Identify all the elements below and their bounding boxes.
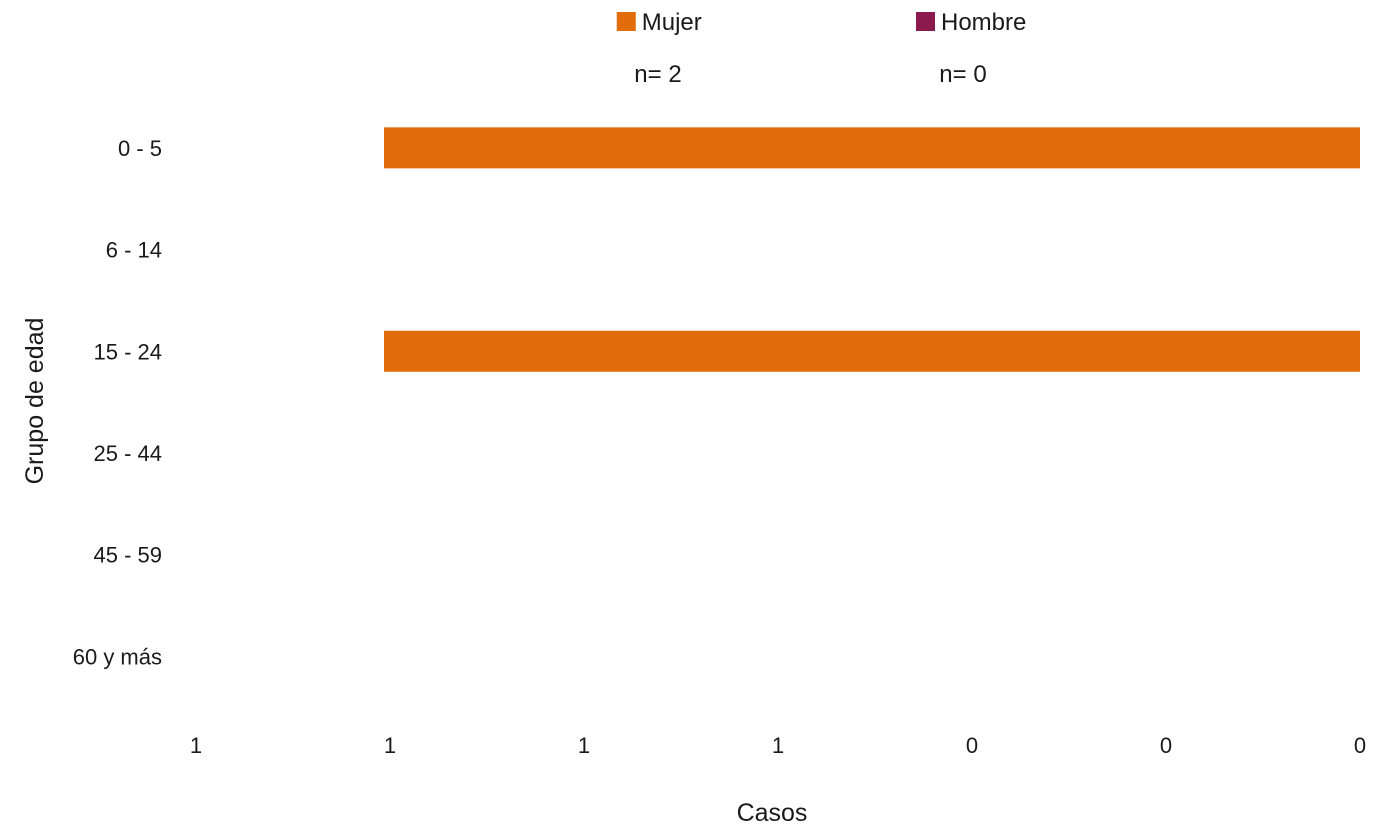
y-tick-label: 0 - 5 [118,136,162,161]
x-tick-label: 1 [384,733,396,758]
legend-swatch-mujer [616,12,636,31]
legend-count-mujer: n= 2 [634,61,681,88]
y-axis-tick-labels: 0 - 5 6 - 14 15 - 24 25 - 44 45 - 59 60 y más [73,136,163,669]
x-tick-label: 0 [1160,733,1172,758]
legend-count-hombre: n= 0 [939,61,986,88]
x-tick-label: 1 [578,733,590,758]
y-axis-label: Grupo de edad [21,318,49,485]
bar-mujer [384,330,1360,372]
y-tick-label: 60 y más [73,644,162,669]
bar-mujer [384,127,1360,169]
x-tick-label: 1 [190,733,202,758]
y-tick-label: 45 - 59 [94,543,163,568]
legend: Mujer n= 2 Hombre n= 0 [616,9,1026,88]
x-axis-tick-labels: 1 1 1 1 0 0 0 [190,733,1366,758]
y-tick-label: 6 - 14 [106,238,162,263]
legend-label-mujer: Mujer [642,9,702,36]
x-axis-label: Casos [737,799,808,826]
bars [384,127,1360,372]
legend-swatch-hombre [916,12,935,31]
y-tick-label: 15 - 24 [94,339,163,364]
y-tick-label: 25 - 44 [94,441,163,466]
x-tick-label: 0 [1354,733,1366,758]
x-tick-label: 0 [966,733,978,758]
x-tick-label: 1 [772,733,784,758]
legend-label-hombre: Hombre [941,9,1026,36]
